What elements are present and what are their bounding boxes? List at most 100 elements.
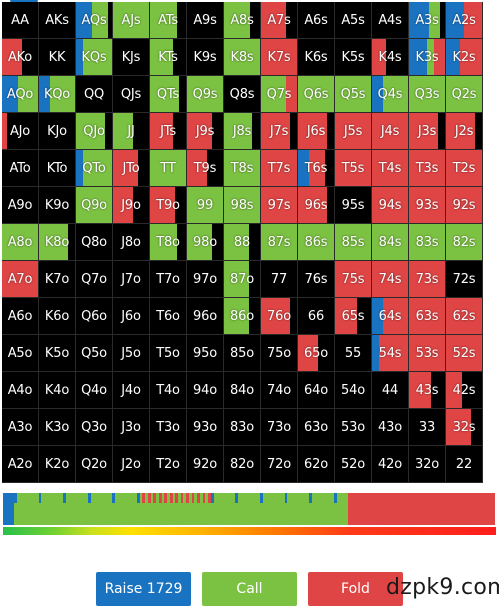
hand-cell-72s[interactable]: 72s xyxy=(446,261,483,298)
hand-cell-97o[interactable]: 97o xyxy=(187,261,224,298)
hand-cell-QTs[interactable]: QTs xyxy=(150,76,187,113)
hand-cell-T9s[interactable]: T9s xyxy=(187,150,224,187)
hand-cell-63s[interactable]: 63s xyxy=(409,298,446,335)
hand-cell-K9s[interactable]: K9s xyxy=(187,39,224,76)
hand-cell-97s[interactable]: 97s xyxy=(261,187,298,224)
hand-cell-Q9o[interactable]: Q9o xyxy=(76,187,113,224)
hand-cell-93o[interactable]: 93o xyxy=(187,409,224,446)
hand-cell-86s[interactable]: 86s xyxy=(298,224,335,261)
hand-cell-KK[interactable]: KK xyxy=(39,39,76,76)
hand-cell-Q5o[interactable]: Q5o xyxy=(76,335,113,372)
hand-cell-82s[interactable]: 82s xyxy=(446,224,483,261)
hand-cell-32o[interactable]: 32o xyxy=(409,446,446,483)
hand-cell-Q4s[interactable]: Q4s xyxy=(372,76,409,113)
hand-cell-A5o[interactable]: A5o xyxy=(2,335,39,372)
hand-cell-93s[interactable]: 93s xyxy=(409,187,446,224)
hand-cell-54o[interactable]: 54o xyxy=(335,372,372,409)
hand-cell-75o[interactable]: 75o xyxy=(261,335,298,372)
hand-cell-43o[interactable]: 43o xyxy=(372,409,409,446)
hand-cell-Q8s[interactable]: Q8s xyxy=(224,76,261,113)
hand-cell-J9o[interactable]: J9o xyxy=(113,187,150,224)
hand-cell-Q7o[interactable]: Q7o xyxy=(76,261,113,298)
hand-cell-J4s[interactable]: J4s xyxy=(372,113,409,150)
hand-cell-JTs[interactable]: JTs xyxy=(150,113,187,150)
hand-cell-QQ[interactable]: QQ xyxy=(76,76,113,113)
hand-cell-T2o[interactable]: T2o xyxy=(150,446,187,483)
hand-cell-64s[interactable]: 64s xyxy=(372,298,409,335)
hand-cell-J6s[interactable]: J6s xyxy=(298,113,335,150)
hand-cell-92s[interactable]: 92s xyxy=(446,187,483,224)
hand-cell-74o[interactable]: 74o xyxy=(261,372,298,409)
hand-cell-82o[interactable]: 82o xyxy=(224,446,261,483)
hand-cell-KQo[interactable]: KQo xyxy=(39,76,76,113)
hand-cell-96o[interactable]: 96o xyxy=(187,298,224,335)
hand-cell-42o[interactable]: 42o xyxy=(372,446,409,483)
hand-cell-AJs[interactable]: AJs xyxy=(113,2,150,39)
hand-cell-ATo[interactable]: ATo xyxy=(2,150,39,187)
hand-cell-AJo[interactable]: AJo xyxy=(2,113,39,150)
hand-cell-T4s[interactable]: T4s xyxy=(372,150,409,187)
hand-cell-84s[interactable]: 84s xyxy=(372,224,409,261)
hand-cell-A4s[interactable]: A4s xyxy=(372,2,409,39)
hand-cell-84o[interactable]: 84o xyxy=(224,372,261,409)
hand-cell-J8o[interactable]: J8o xyxy=(113,224,150,261)
hand-cell-K7o[interactable]: K7o xyxy=(39,261,76,298)
hand-cell-Q7s[interactable]: Q7s xyxy=(261,76,298,113)
hand-cell-43s[interactable]: 43s xyxy=(409,372,446,409)
hand-cell-K2s[interactable]: K2s xyxy=(446,39,483,76)
call-button[interactable]: Call xyxy=(202,572,297,606)
hand-cell-33[interactable]: 33 xyxy=(409,409,446,446)
hand-cell-A9o[interactable]: A9o xyxy=(2,187,39,224)
hand-cell-87s[interactable]: 87s xyxy=(261,224,298,261)
hand-cell-73o[interactable]: 73o xyxy=(261,409,298,446)
hand-cell-98s[interactable]: 98s xyxy=(224,187,261,224)
hand-cell-ATs[interactable]: ATs xyxy=(150,2,187,39)
hand-cell-53o[interactable]: 53o xyxy=(335,409,372,446)
fold-button[interactable]: Fold xyxy=(308,572,403,606)
hand-cell-T3o[interactable]: T3o xyxy=(150,409,187,446)
hand-cell-63o[interactable]: 63o xyxy=(298,409,335,446)
hand-cell-Q3s[interactable]: Q3s xyxy=(409,76,446,113)
hand-cell-A7s[interactable]: A7s xyxy=(261,2,298,39)
hand-cell-Q6o[interactable]: Q6o xyxy=(76,298,113,335)
hand-cell-T3s[interactable]: T3s xyxy=(409,150,446,187)
hand-cell-85s[interactable]: 85s xyxy=(335,224,372,261)
hand-cell-K6o[interactable]: K6o xyxy=(39,298,76,335)
hand-cell-A2s[interactable]: A2s xyxy=(446,2,483,39)
hand-cell-K9o[interactable]: K9o xyxy=(39,187,76,224)
hand-cell-92o[interactable]: 92o xyxy=(187,446,224,483)
hand-cell-A8s[interactable]: A8s xyxy=(224,2,261,39)
hand-cell-A6s[interactable]: A6s xyxy=(298,2,335,39)
hand-cell-T6o[interactable]: T6o xyxy=(150,298,187,335)
hand-cell-AQo[interactable]: AQo xyxy=(2,76,39,113)
raise-button[interactable]: Raise 1729 xyxy=(96,572,191,606)
hand-cell-77[interactable]: 77 xyxy=(261,261,298,298)
hand-cell-K3o[interactable]: K3o xyxy=(39,409,76,446)
hand-cell-Q3o[interactable]: Q3o xyxy=(76,409,113,446)
hand-cell-Q2o[interactable]: Q2o xyxy=(76,446,113,483)
hand-cell-J9s[interactable]: J9s xyxy=(187,113,224,150)
hand-cell-AKs[interactable]: AKs xyxy=(39,2,76,39)
hand-cell-55[interactable]: 55 xyxy=(335,335,372,372)
hand-cell-83s[interactable]: 83s xyxy=(409,224,446,261)
hand-cell-J4o[interactable]: J4o xyxy=(113,372,150,409)
hand-cell-98o[interactable]: 98o xyxy=(187,224,224,261)
hand-cell-J3o[interactable]: J3o xyxy=(113,409,150,446)
hand-cell-Q5s[interactable]: Q5s xyxy=(335,76,372,113)
hand-cell-75s[interactable]: 75s xyxy=(335,261,372,298)
hand-cell-J5o[interactable]: J5o xyxy=(113,335,150,372)
hand-cell-K3s[interactable]: K3s xyxy=(409,39,446,76)
hand-cell-54s[interactable]: 54s xyxy=(372,335,409,372)
hand-cell-K8s[interactable]: K8s xyxy=(224,39,261,76)
hand-cell-65o[interactable]: 65o xyxy=(298,335,335,372)
hand-cell-74s[interactable]: 74s xyxy=(372,261,409,298)
hand-cell-88[interactable]: 88 xyxy=(224,224,261,261)
hand-cell-85o[interactable]: 85o xyxy=(224,335,261,372)
hand-cell-K2o[interactable]: K2o xyxy=(39,446,76,483)
hand-cell-76s[interactable]: 76s xyxy=(298,261,335,298)
hand-cell-T5s[interactable]: T5s xyxy=(335,150,372,187)
hand-cell-96s[interactable]: 96s xyxy=(298,187,335,224)
hand-cell-K5s[interactable]: K5s xyxy=(335,39,372,76)
hand-cell-42s[interactable]: 42s xyxy=(446,372,483,409)
hand-cell-KTs[interactable]: KTs xyxy=(150,39,187,76)
